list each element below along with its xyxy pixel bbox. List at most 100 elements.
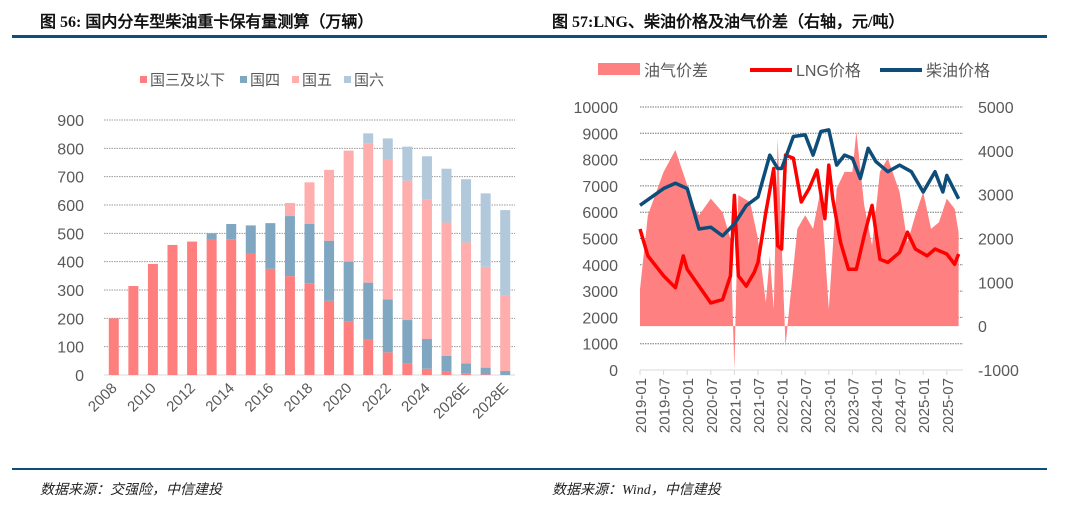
- y-tick-label: 600: [57, 198, 84, 215]
- legend-swatch: [344, 76, 351, 83]
- x-tick-label: 2026E: [430, 380, 473, 423]
- bar-segment-国六-2022: [382, 138, 393, 160]
- y-tick-label: 200: [57, 311, 84, 328]
- y-left-tick-label: 9000: [582, 126, 618, 143]
- bar-segment-国三及以下-2011: [167, 244, 178, 375]
- legend-swatch: [240, 76, 247, 83]
- bar-segment-国三及以下-2009: [128, 286, 139, 375]
- y-right-tick-label: 0: [978, 319, 987, 336]
- y-tick-label: 500: [57, 226, 84, 243]
- x-tick-label: 2021-07: [751, 378, 768, 433]
- x-tick-label: 2014: [202, 380, 238, 416]
- x-tick-label: 2018: [281, 380, 317, 416]
- bar-segment-国四-2025: [441, 355, 452, 372]
- x-tick-label: 2021-01: [727, 378, 744, 433]
- legend-label: 国三及以下: [150, 72, 225, 89]
- line-series-lng-price: [638, 153, 961, 305]
- right-source-note: 数据来源：Wind，中信建投: [552, 483, 721, 498]
- y-tick-label: 100: [57, 340, 84, 357]
- bar-segment-国三及以下-2017: [284, 276, 295, 375]
- x-tick-label: 2016: [242, 380, 278, 416]
- x-tick-label: 2028E: [469, 380, 512, 423]
- legend-label: 柴油价格: [926, 62, 990, 80]
- bar-segment-国四-2024: [421, 339, 432, 369]
- bar-segment-国四-2021: [363, 282, 374, 340]
- stacked-bar-chart: 0 100 200 300 400 500 600 700 800 900 2008 2010 2012…: [57, 72, 515, 423]
- x-tick-label: 2024: [398, 380, 434, 416]
- y-left-tick-label: 7000: [582, 179, 618, 196]
- y-left-tick-label: 8000: [582, 153, 618, 170]
- bar-segment-国五-2028E: [500, 295, 511, 372]
- x-tick-label: 2019-07: [657, 378, 674, 433]
- x-tick-label: 2022-01: [775, 378, 792, 433]
- bar-segment-国三及以下-2019: [324, 300, 335, 375]
- y-left-tick-label: 1000: [582, 337, 618, 354]
- bar-segment-国四-2014: [226, 223, 237, 240]
- x-tick-label: 2025-01: [916, 378, 933, 433]
- bar-segment-国六-2023: [402, 146, 413, 181]
- bar-segment-国五-2021: [363, 143, 374, 283]
- bar-segment-国三及以下-2018: [304, 283, 315, 375]
- legend-label: 国四: [250, 72, 280, 89]
- y-tick-label: 0: [75, 368, 84, 385]
- bar-segment-国六-2024: [421, 156, 432, 200]
- bar-segment-国四-2018: [304, 223, 315, 284]
- bar-segment-国五-2026E: [461, 242, 472, 364]
- bar-segment-国五-2027E: [480, 266, 491, 368]
- legend-swatch: [292, 76, 299, 83]
- x-tick-label: 2023-07: [845, 378, 862, 433]
- left-chart-title: 图 56: 国内分车型柴油重卡保有量测算（万辆）: [40, 14, 374, 31]
- y-right-tick-label: -1000: [978, 363, 1019, 380]
- x-tick-label: 2020: [320, 380, 356, 416]
- bar-segment-国六-2026E: [461, 179, 472, 243]
- bar-segment-国五-2025: [441, 222, 452, 356]
- x-tick-label: 2019-01: [633, 378, 650, 433]
- y-right-tick-label: 3000: [978, 188, 1014, 205]
- bar-segment-国三及以下-2013: [206, 239, 217, 375]
- bar-segment-国五-2024: [421, 199, 432, 340]
- bar-segment-国四-2019: [324, 240, 335, 301]
- bar-segment-国四-2022: [382, 299, 393, 353]
- bar-segment-国三及以下-2014: [226, 239, 237, 375]
- bar-segment-国三及以下-2020: [343, 321, 354, 375]
- x-tick-label: 2010: [124, 380, 160, 416]
- legend-swatch: [140, 76, 147, 83]
- bar-segment-国三及以下-2022: [382, 352, 393, 375]
- bar-segment-国三及以下-2027E: [480, 374, 491, 375]
- x-tick-label: 2023-01: [822, 378, 839, 433]
- y-tick-label: 900: [57, 113, 84, 130]
- bar-segment-国四-2023: [402, 320, 413, 364]
- bar-segment-国六-2027E: [480, 193, 491, 267]
- top-rule: [12, 35, 1047, 38]
- bar-segment-国六-2025: [441, 168, 452, 223]
- bar-segment-国三及以下-2023: [402, 363, 413, 375]
- x-tick-label: 2022-07: [798, 378, 815, 433]
- right-chart-title: 图 57:LNG、柴油价格及油气价差（右轴，元/吨）: [552, 14, 905, 31]
- bottom-rule: [12, 468, 1047, 470]
- x-tick-label: 2024-01: [869, 378, 886, 433]
- bar-segment-国四-2028E: [500, 371, 511, 375]
- y-left-tick-label: 0: [609, 363, 618, 380]
- y-tick-label: 400: [57, 255, 84, 272]
- y-right-tick-label: 4000: [978, 144, 1014, 161]
- bar-segment-国五-2018: [304, 182, 315, 224]
- area-series-oil-gas-spread: [640, 131, 959, 370]
- bar-segment-国三及以下-2026E: [461, 373, 472, 375]
- bar-segment-国三及以下-2025: [441, 371, 452, 375]
- legend-label: 国六: [354, 72, 384, 89]
- left-source-note: 数据来源：交强险，中信建投: [40, 483, 222, 498]
- y-right-tick-label: 1000: [978, 275, 1014, 292]
- bar-segment-国四-2015: [245, 225, 256, 254]
- y-left-tick-label: 3000: [582, 284, 618, 301]
- bar-segment-国四-2027E: [480, 367, 491, 375]
- bar-segment-国三及以下-2021: [363, 339, 374, 375]
- bar-segment-国五-2022: [382, 159, 393, 300]
- legend-label: LNG价格: [796, 62, 861, 80]
- y-right-tick-label: 5000: [978, 100, 1014, 117]
- line-series-diesel-price: [638, 128, 961, 238]
- x-tick-label: 2008: [85, 380, 121, 416]
- bar-segment-国五-2017: [284, 203, 295, 217]
- bar-segment-国四-2017: [284, 216, 295, 277]
- y-tick-label: 800: [57, 141, 84, 158]
- bar-segment-国六-2028E: [500, 210, 511, 296]
